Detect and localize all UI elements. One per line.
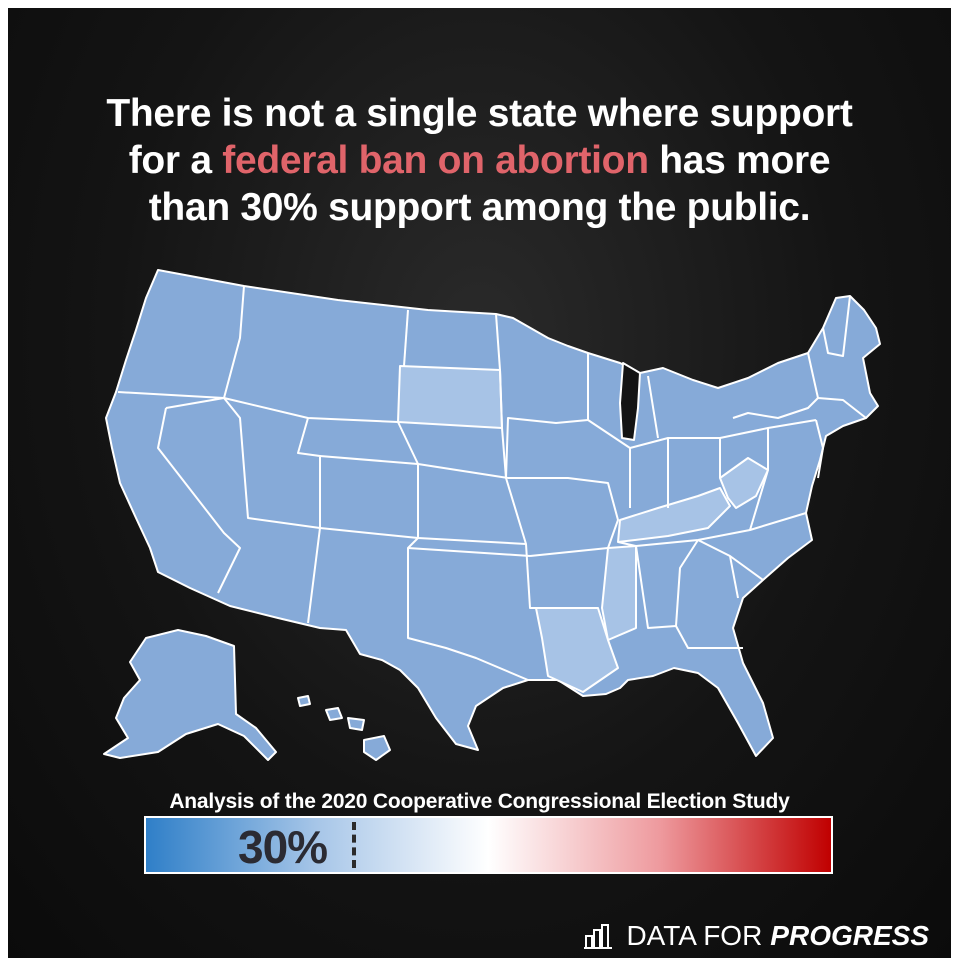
state-kentucky (617, 487, 731, 543)
color-scale-bar: 30% (144, 816, 833, 874)
hawaii-3 (347, 717, 365, 731)
brand-logo: DATA FOR PROGRESS (584, 920, 929, 952)
scale-marker-label: 30% (238, 821, 328, 873)
headline-line-3: than 30% support among the public. (148, 186, 811, 229)
state-west-virginia (719, 457, 769, 509)
source-caption: Analysis of the 2020 Cooperative Congres… (169, 790, 790, 813)
headline-line-2: for a federal ban on abortion has more (48, 137, 911, 184)
hawaii-2 (325, 707, 343, 721)
state-mississippi (601, 545, 637, 641)
us-mainland (105, 269, 881, 757)
bar-chart-logo-icon (584, 924, 613, 949)
brand-name-part-2: PROGRESS (770, 920, 929, 951)
headline: There is not a single state where suppor… (48, 90, 911, 231)
brand-name-part-1: DATA FOR (626, 920, 763, 951)
poster-frame: There is not a single state where suppor… (8, 8, 951, 958)
state-south-dakota (397, 365, 503, 429)
scale-marker-line (352, 822, 356, 868)
alaska (103, 629, 277, 761)
hawaii-1 (297, 695, 311, 707)
headline-line-2-post: has more (648, 139, 831, 182)
state-borders (117, 285, 867, 681)
headline-highlight: federal ban on abortion (222, 139, 649, 182)
headline-line-2-pre: for a (128, 139, 223, 182)
us-map (103, 269, 881, 761)
headline-line-1: There is not a single state where suppor… (106, 92, 853, 135)
lake-michigan (619, 362, 641, 441)
hawaii-4 (363, 735, 391, 761)
state-louisiana (535, 607, 619, 693)
